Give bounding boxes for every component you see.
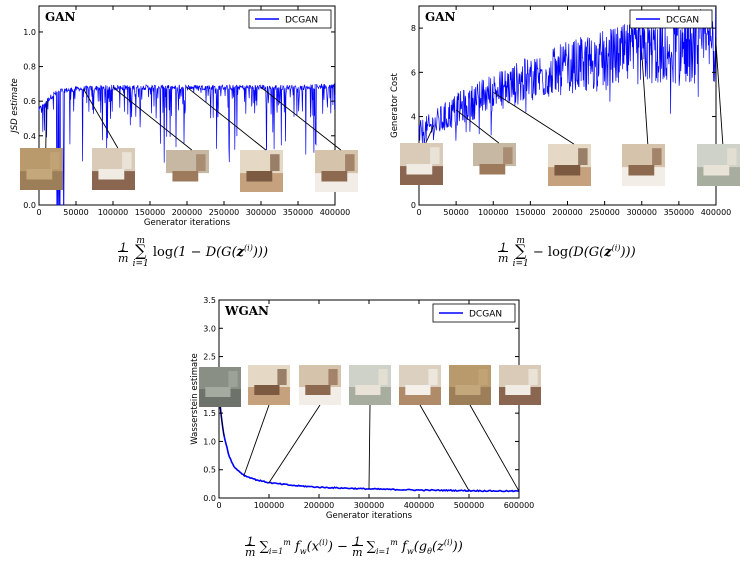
sample-arrow <box>83 88 119 149</box>
y-tick-label: 8 <box>411 24 416 33</box>
sample-arrow <box>260 86 342 151</box>
sample-arrow <box>641 52 649 145</box>
x-tick-label: 200000 <box>304 501 335 510</box>
sample-arrow <box>419 404 470 491</box>
x-tick-label: 50000 <box>63 208 88 217</box>
chart-0: 0 50000 100000 150000 200000 250000 300000 3500… <box>10 5 358 228</box>
sample-image <box>449 365 491 405</box>
legend-box <box>629 9 713 29</box>
x-tick-label: 0 <box>216 501 221 510</box>
sample-arrow <box>368 404 371 489</box>
chart-2: 0 100000 200000 300000 400000 500000 600000 0.0… <box>190 296 541 521</box>
x-tick-label: 600000 <box>504 501 535 510</box>
y-tick-label: 0.0 <box>203 494 216 503</box>
sample-arrow <box>268 404 321 483</box>
sample-arrow <box>45 101 47 149</box>
x-tick-label: 100000 <box>98 208 129 217</box>
sample-arrow <box>715 43 724 145</box>
y-tick-label: 4 <box>411 113 416 122</box>
x-tick-label: 100000 <box>478 208 509 217</box>
sample-image <box>240 150 283 192</box>
y-tick-label: 0.0 <box>23 201 36 210</box>
sample-arrow <box>186 86 267 151</box>
x-axis-label: Generator iterations <box>326 511 413 521</box>
sample-image <box>166 150 209 192</box>
sample-arrow <box>469 404 520 492</box>
y-tick-label: 2.5 <box>203 353 216 362</box>
sample-image <box>499 365 541 405</box>
sample-arrow <box>243 404 270 476</box>
sample-image <box>548 144 591 186</box>
x-tick-label: 150000 <box>135 208 166 217</box>
x-tick-label: 200000 <box>552 208 583 217</box>
x-tick-label: 50000 <box>443 208 468 217</box>
sample-image <box>315 150 358 192</box>
y-tick-label: 0.4 <box>23 132 36 141</box>
y-tick-label: 0.8 <box>23 63 36 72</box>
sample-image <box>400 143 443 185</box>
x-tick-label: 100000 <box>254 501 285 510</box>
sample-arrow <box>425 125 435 144</box>
chart-1: 0 50000 100000 150000 200000 250000 300000 3500… <box>390 5 740 217</box>
sample-image <box>622 144 665 186</box>
x-tick-label: 250000 <box>589 208 620 217</box>
x-tick-label: 300000 <box>626 208 657 217</box>
sample-arrow <box>455 109 500 144</box>
y-tick-label: 0.5 <box>203 466 216 475</box>
y-axis-label: Generator Cost <box>390 72 400 137</box>
chart-title: GAN <box>425 10 456 24</box>
series-line-DCGAN <box>418 7 717 145</box>
y-tick-label: 1.5 <box>203 409 216 418</box>
sample-image <box>349 365 391 405</box>
y-tick-label: 1.0 <box>23 28 36 37</box>
y-tick-label: 3.0 <box>203 324 216 333</box>
x-tick-label: 400000 <box>701 208 732 217</box>
sample-image <box>199 367 241 407</box>
sample-image <box>20 148 63 190</box>
x-axis-label: Generator iterations <box>144 218 231 228</box>
chart-title: WGAN <box>224 304 269 318</box>
x-tick-label: 250000 <box>209 208 240 217</box>
legend-box <box>248 9 332 29</box>
sample-image <box>299 365 341 405</box>
y-tick-label: 6 <box>411 68 416 77</box>
legend-label: DCGAN <box>666 16 699 26</box>
x-tick-label: 400000 <box>320 208 351 217</box>
y-axis-label: Wasserstein estimate <box>190 353 200 445</box>
y-tick-label: 0 <box>411 201 416 210</box>
legend-box <box>432 303 516 323</box>
x-tick-label: 350000 <box>664 208 695 217</box>
y-tick-label: 0.6 <box>23 97 36 106</box>
sample-arrow <box>219 406 225 436</box>
x-tick-label: 500000 <box>454 501 485 510</box>
sample-image <box>399 365 441 405</box>
sample-image <box>697 144 740 186</box>
x-tick-label: 300000 <box>354 501 385 510</box>
x-tick-label: 200000 <box>172 208 203 217</box>
x-tick-label: 350000 <box>283 208 314 217</box>
chart-title: GAN <box>45 10 76 24</box>
legend-label: DCGAN <box>285 16 318 26</box>
sample-arrow <box>493 91 575 145</box>
y-axis-label: JSD estimate <box>10 78 20 135</box>
x-tick-label: 400000 <box>404 501 435 510</box>
sample-image <box>473 143 516 185</box>
sample-image <box>92 148 135 190</box>
x-tick-label: 0 <box>36 208 41 217</box>
sample-arrow <box>112 86 193 151</box>
legend-label: DCGAN <box>469 310 502 320</box>
sample-image <box>248 365 290 405</box>
x-tick-label: 300000 <box>246 208 277 217</box>
y-tick-label: 3.5 <box>203 296 216 305</box>
x-tick-label: 0 <box>416 208 421 217</box>
y-tick-label: 1.0 <box>203 437 216 446</box>
x-tick-label: 150000 <box>515 208 546 217</box>
